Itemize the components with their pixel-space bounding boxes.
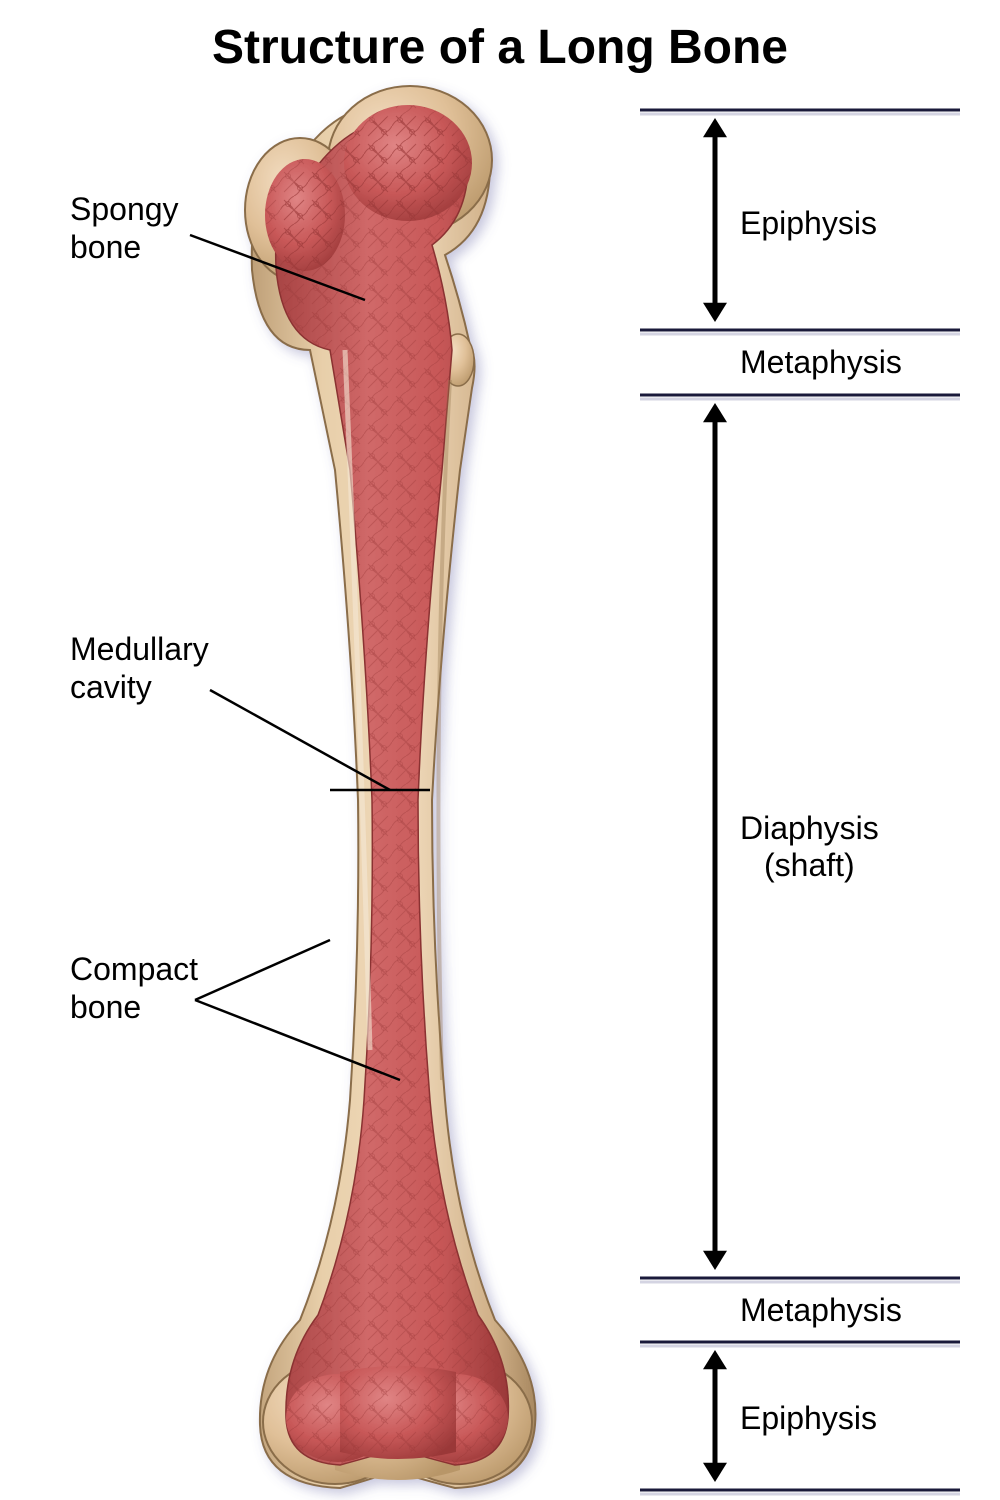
label-spongy-line2: bone [70, 229, 141, 265]
label-spongy-line1: Spongy [70, 191, 179, 227]
label-medullary-cavity: Medullary cavity [70, 630, 209, 707]
region-epiphysis-top: Epiphysis [740, 205, 877, 242]
label-compact-line1: Compact [70, 951, 198, 987]
region-diaphysis: Diaphysis (shaft) [740, 810, 879, 884]
label-compact-bone: Compact bone [70, 950, 198, 1027]
label-spongy-bone: Spongy bone [70, 190, 179, 267]
region-dividers [640, 110, 960, 1494]
region-metaphysis-bottom: Metaphysis [740, 1292, 902, 1329]
label-medullary-line2: cavity [70, 669, 152, 705]
region-metaphysis-top: Metaphysis [740, 344, 902, 381]
bone-illustration [245, 86, 536, 1488]
region-epiphysis-bottom: Epiphysis [740, 1400, 877, 1437]
label-compact-line2: bone [70, 989, 141, 1025]
label-medullary-line1: Medullary [70, 631, 209, 667]
